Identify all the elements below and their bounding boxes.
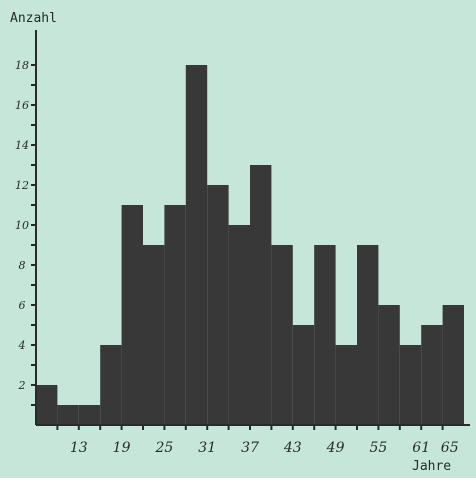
histogram-bar xyxy=(357,245,379,425)
x-axis-title: Jahre xyxy=(412,459,451,474)
histogram-bar xyxy=(314,245,336,425)
y-tick-label: 4 xyxy=(18,339,26,352)
y-tick-label: 2 xyxy=(18,379,26,392)
histogram-bar xyxy=(143,245,165,425)
histogram-bar xyxy=(228,225,250,425)
y-axis-title: Anzahl xyxy=(10,11,57,26)
histogram-bar xyxy=(207,185,229,425)
bars-group xyxy=(36,65,464,425)
histogram-bar xyxy=(292,325,315,425)
histogram-bar xyxy=(164,205,186,425)
y-tick-label: 10 xyxy=(15,219,29,232)
axes-group: 2 4 6 8 10 12 14 16 18 13 19 25 31 37 43 49 55 61 65 xyxy=(15,30,470,456)
y-tick-label: 16 xyxy=(15,99,29,112)
histogram-bar xyxy=(399,345,422,425)
x-tick-label: 25 xyxy=(154,440,173,456)
histogram-bar xyxy=(442,305,464,425)
x-tick-label: 43 xyxy=(283,440,302,456)
y-tick-label: 12 xyxy=(15,179,29,192)
histogram-bar xyxy=(78,405,101,425)
y-tick-label: 8 xyxy=(19,259,26,272)
x-tick-label: 31 xyxy=(198,440,216,456)
histogram-bar xyxy=(57,405,79,425)
histogram-bar xyxy=(378,305,400,425)
x-tick-label: 65 xyxy=(441,440,459,456)
histogram-bar xyxy=(335,345,357,425)
x-tick-label: 61 xyxy=(412,440,430,456)
x-tick-label: 37 xyxy=(241,440,259,456)
histogram-bar xyxy=(421,325,443,425)
x-tick-label: 55 xyxy=(369,440,387,456)
histogram-bar xyxy=(271,245,293,425)
y-tick-label: 6 xyxy=(19,299,26,312)
histogram-bar xyxy=(121,205,143,425)
x-tick-label: 49 xyxy=(326,440,345,456)
y-tick-label: 18 xyxy=(15,59,29,72)
histogram-bar xyxy=(250,165,272,425)
histogram-bar xyxy=(100,345,122,425)
histogram-bar xyxy=(36,385,58,425)
x-tick-label: 13 xyxy=(70,440,88,456)
histogram-bar xyxy=(185,65,208,425)
x-tick-label: 19 xyxy=(113,440,131,456)
y-tick-label: 14 xyxy=(15,139,29,152)
